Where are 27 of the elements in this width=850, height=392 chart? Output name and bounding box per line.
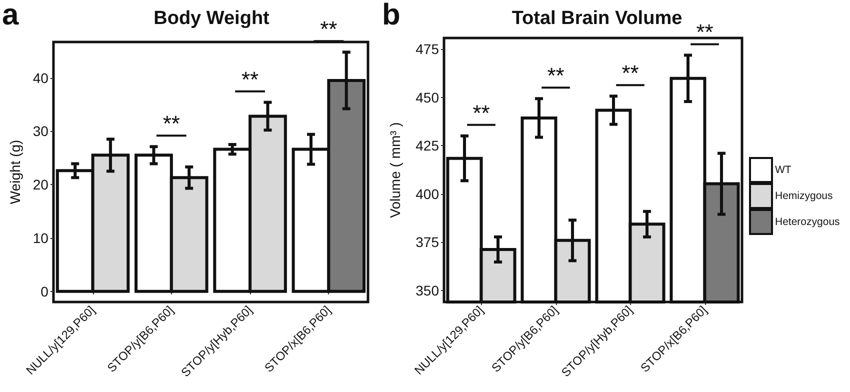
y-tick-label: 400: [416, 186, 440, 202]
y-tick-label: 450: [416, 89, 440, 106]
chart-title: Total Brain Volume: [512, 8, 682, 29]
text: **: [320, 16, 338, 42]
y-tick-label: 20: [32, 176, 49, 193]
legend-label: Heterozygous: [775, 216, 840, 228]
y-tick-label: 475: [416, 41, 440, 58]
y-tick-label: 350: [416, 282, 440, 298]
annotation: **: [241, 66, 260, 92]
legend-label: Hemizygous: [775, 190, 833, 202]
annotation: **: [547, 63, 565, 88]
text: b: [382, 0, 400, 32]
text: a: [2, 0, 19, 32]
y-tick-label: 425: [416, 138, 440, 154]
y-axis-title: Weight (g): [7, 140, 23, 204]
y-tick-label: 40: [32, 70, 49, 86]
chart-title: Body Weight: [154, 8, 270, 29]
annotation: **: [472, 100, 490, 126]
y-tick-label: 10: [32, 230, 49, 246]
y-axis-title: Volume ( mm³ ): [387, 122, 403, 218]
annotation: **: [696, 20, 714, 45]
y-tick-label: 0: [40, 283, 49, 300]
legend-label: WT: [775, 164, 792, 176]
annotation: **: [622, 60, 640, 86]
y-tick-label: 375: [416, 234, 440, 250]
y-tick-label: 30: [32, 123, 49, 140]
annotation: **: [162, 111, 180, 136]
